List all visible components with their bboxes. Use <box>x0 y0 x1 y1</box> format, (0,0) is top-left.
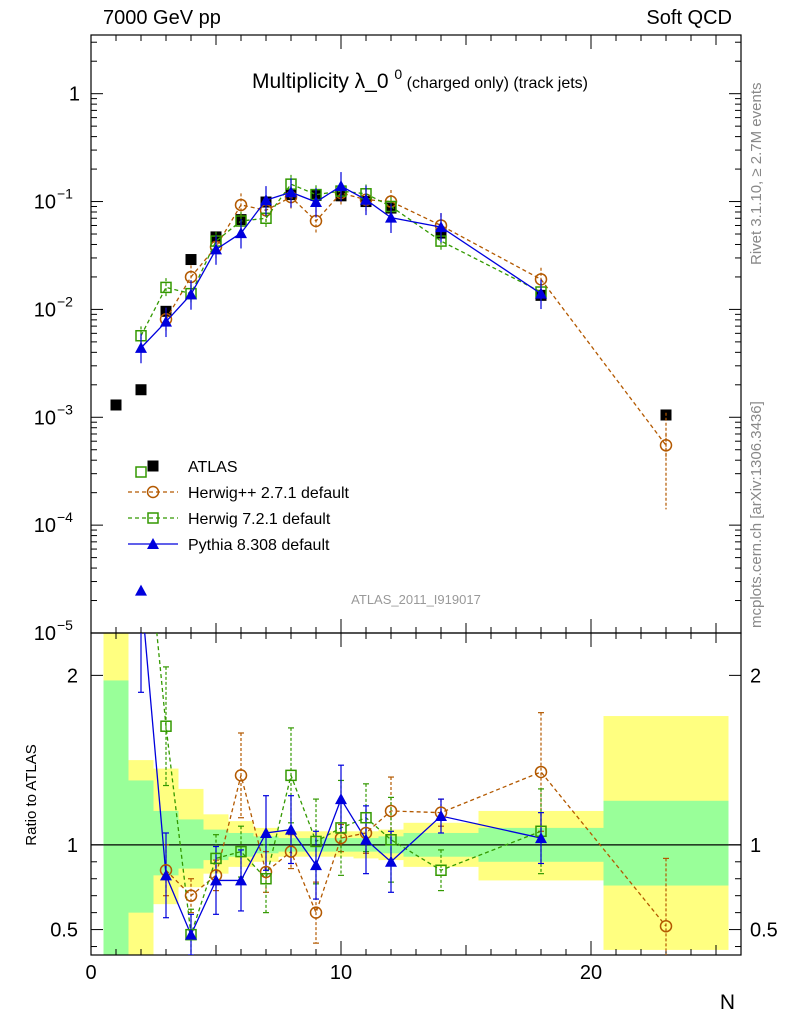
ratio-point-pythia-8-308-default <box>335 793 347 805</box>
ratio-point-herwig-7-2-1-default <box>285 769 297 782</box>
ratio-y-tick-label-right: 0.5 <box>750 920 778 942</box>
legend-label-herwig-7-2-1-default: Herwig 7.2.1 default <box>188 511 331 528</box>
main-y-tick-label: 10 <box>34 623 56 645</box>
title-superscript: 0 <box>394 66 402 82</box>
legend-marker-pythia-8-308-default <box>147 538 159 549</box>
mcplots-reference-label: mcplots.cern.ch [arXiv:1306.3436] <box>748 401 765 628</box>
ratio-y-tick-label-right: 1 <box>750 835 761 857</box>
ratio-point-herwig-7-2-1-default <box>385 834 397 846</box>
ratio-point-pythia-8-308-default <box>135 584 147 596</box>
legend-marker-herwig-2-7-1-default <box>146 485 160 499</box>
legend-marker-atlas <box>147 460 159 472</box>
main-y-tick-exponent: −3 <box>57 401 73 417</box>
main-point-pythia-8-308-default <box>210 243 222 255</box>
ratio-y-tick-label: 0.5 <box>50 920 78 942</box>
main-y-tick-label: 10 <box>34 407 56 429</box>
ratio-point-herwig-2-7-1-default <box>184 889 198 902</box>
ratio-x-tick-label: 10 <box>330 962 352 984</box>
legend-label-herwig-2-7-1-default: Herwig++ 2.7.1 default <box>188 485 350 502</box>
main-y-tick-label: 10 <box>34 515 56 537</box>
main-point-atlas <box>110 399 122 411</box>
main-point-pythia-8-308-default <box>435 221 447 233</box>
ratio-point-pythia-8-308-default <box>535 832 547 844</box>
ratio-point-herwig-2-7-1-default <box>259 865 273 879</box>
main-point-pythia-8-308-default <box>260 194 272 206</box>
ratio-point-pythia-8-308-default <box>235 874 247 886</box>
main-y-tick-exponent: −2 <box>57 293 73 309</box>
ratio-x-tick-label: 0 <box>85 962 96 984</box>
main-y-tick-label: 10 <box>34 299 56 321</box>
main-point-pythia-8-308-default <box>385 211 397 223</box>
legend-marker-herwig-7-2-1-default <box>147 512 159 524</box>
x-axis-label: N <box>720 991 735 1014</box>
ratio-point-herwig-7-2-1-default <box>310 835 322 848</box>
ratio-point-herwig-7-2-1-default <box>435 864 447 877</box>
main-point-atlas <box>135 384 147 396</box>
ratio-point-pythia-8-308-default <box>260 826 272 838</box>
rivet-version-label: Rivet 3.1.10, ≥ 2.7M events <box>748 82 765 266</box>
ratio-point-herwig-2-7-1-default <box>309 906 323 919</box>
main-y-tick-label: 1 <box>69 84 80 106</box>
title-main: Multiplicity λ_0 <box>252 70 394 93</box>
ratio-point-herwig-2-7-1-default <box>384 804 398 818</box>
ratio-y-tick-label: 1 <box>67 835 78 857</box>
title-suffix: (charged only) (track jets) <box>402 75 588 92</box>
main-point-pythia-8-308-default <box>160 315 172 327</box>
ratio-point-herwig-7-2-1-default <box>160 720 172 732</box>
main-y-tick-exponent: −5 <box>57 617 73 633</box>
ratio-band-green-1 <box>128 780 154 913</box>
ratio-point-herwig-7-2-1-default <box>135 466 147 478</box>
ratio-y-axis-label: Ratio to ATLAS <box>23 744 40 845</box>
header-energy-label: 7000 GeV pp <box>103 7 221 29</box>
ratio-point-herwig-2-7-1-default <box>659 919 673 933</box>
main-point-pythia-8-308-default <box>135 341 147 353</box>
ratio-series-group <box>138 633 669 955</box>
ratio-point-herwig-2-7-1-default <box>284 845 298 858</box>
ratio-point-herwig-7-2-1-default <box>260 872 272 885</box>
main-point-pythia-8-308-default <box>285 186 297 198</box>
main-line-herwig-7-2-1-default <box>140 183 542 337</box>
ratio-point-pythia-8-308-default <box>210 874 222 886</box>
ratio-point-herwig-7-2-1-default <box>210 852 222 865</box>
ratio-y-tick-label: 2 <box>67 665 78 687</box>
main-point-herwig-7-2-1-default <box>160 281 172 294</box>
main-point-pythia-8-308-default <box>235 227 247 239</box>
main-y-tick-exponent: −4 <box>57 509 73 525</box>
legend-label-atlas: ATLAS <box>188 459 238 476</box>
main-point-pythia-8-308-default <box>360 193 372 205</box>
ratio-point-pythia-8-308-default <box>385 855 397 867</box>
ratio-point-pythia-8-308-default <box>185 928 197 940</box>
ratio-y-tick-label-right: 2 <box>750 665 761 687</box>
ratio-point-pythia-8-308-default <box>435 810 447 822</box>
main-line-pythia-8-308-default <box>140 185 542 349</box>
ratio-point-herwig-7-2-1-default <box>360 811 372 824</box>
ratio-point-herwig-7-2-1-default <box>335 822 347 834</box>
analysis-watermark: ATLAS_2011_I919017 <box>351 592 481 607</box>
ratio-point-pythia-8-308-default <box>310 859 322 871</box>
ratio-point-herwig-2-7-1-default <box>534 765 548 779</box>
header-category-label: Soft QCD <box>646 7 732 29</box>
main-point-pythia-8-308-default <box>185 288 197 300</box>
main-point-atlas <box>185 254 197 266</box>
ratio-band-green-3 <box>178 819 204 869</box>
main-point-pythia-8-308-default <box>310 196 322 208</box>
main-y-tick-exponent: −1 <box>57 186 73 202</box>
legend-label-pythia-8-308-default: Pythia 8.308 default <box>188 537 330 554</box>
ratio-point-pythia-8-308-default <box>285 823 297 835</box>
main-y-tick-label: 10 <box>34 192 56 214</box>
ratio-band-green-0 <box>103 680 129 955</box>
main-point-pythia-8-308-default <box>535 287 547 299</box>
ratio-point-pythia-8-308-default <box>160 869 172 881</box>
ratio-point-herwig-7-2-1-default <box>235 845 247 858</box>
ratio-point-herwig-2-7-1-default <box>234 769 248 782</box>
ratio-point-pythia-8-308-default <box>360 833 372 845</box>
main-point-herwig-2-7-1-default <box>234 198 248 212</box>
ratio-x-tick-label: 20 <box>580 962 602 984</box>
chart-title: Multiplicity λ_0 0 (charged only) (track… <box>252 66 588 93</box>
main-point-pythia-8-308-default <box>335 180 347 192</box>
